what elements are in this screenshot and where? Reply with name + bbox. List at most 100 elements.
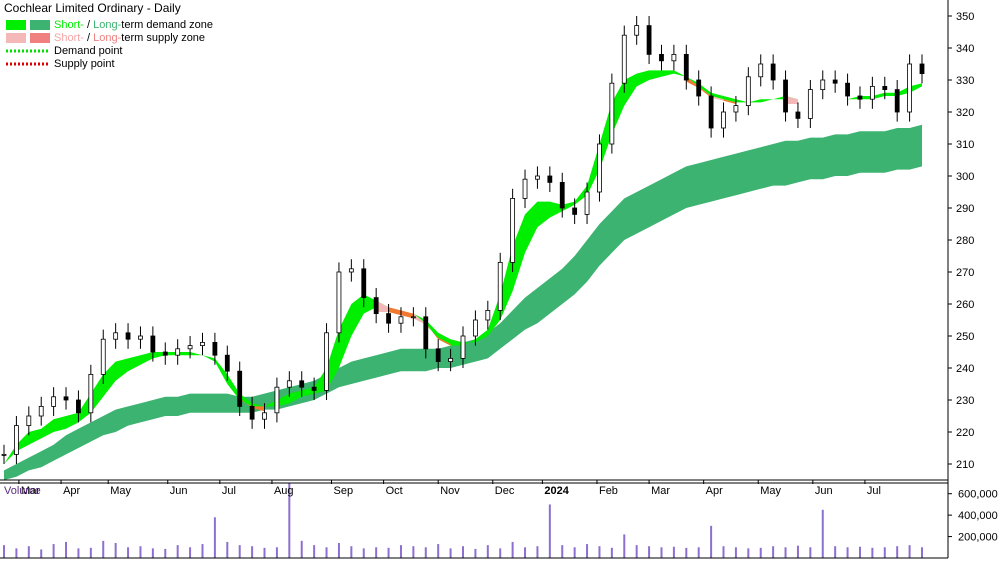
candle-body <box>262 412 267 420</box>
candle-body <box>200 341 205 346</box>
supply-zone-segment <box>400 310 414 319</box>
supply-zone-segment <box>388 307 401 316</box>
month-label: Apr <box>63 485 80 497</box>
legend-label: Demand point <box>54 45 123 57</box>
legend-label-part: Demand point <box>54 45 123 57</box>
candle-body <box>708 95 714 129</box>
candle-body <box>473 319 478 337</box>
candles-layer <box>1 16 925 464</box>
month-label: Feb <box>599 485 618 497</box>
volume-tick-label: 200,000 <box>958 532 998 544</box>
price-tick-label: 230 <box>956 395 974 407</box>
price-tick-label: 270 <box>956 267 974 279</box>
supply-zone-segment <box>252 406 265 412</box>
candle-body <box>845 82 850 97</box>
candle-body <box>621 34 627 84</box>
candle-body <box>38 405 44 417</box>
price-tick-label: 350 <box>956 11 974 23</box>
candle-body <box>894 89 900 113</box>
candle-body <box>733 105 739 113</box>
volume-layer <box>3 483 923 558</box>
candle-body <box>646 25 652 55</box>
candle-body <box>138 335 143 340</box>
month-label: May <box>110 485 131 497</box>
candle-body <box>907 63 912 113</box>
candle-body <box>671 54 677 62</box>
candle-body <box>460 335 466 359</box>
candle-body <box>274 386 280 414</box>
candle-body <box>882 86 888 91</box>
supply-zone-segment <box>698 86 712 98</box>
chart-title: Cochlear Limited Ordinary - Daily <box>4 1 181 15</box>
candle-body <box>162 351 168 356</box>
candle-body <box>286 380 292 388</box>
candle-body <box>249 405 255 420</box>
price-tick-label: 340 <box>956 43 974 55</box>
price-tick-label: 300 <box>956 171 974 183</box>
month-label: 2024 <box>544 485 569 497</box>
candle-body <box>584 191 590 215</box>
legend-swatch-short <box>6 20 26 30</box>
candle-body <box>398 316 404 324</box>
supply-zone-segment <box>723 99 736 104</box>
candle-body <box>919 63 925 75</box>
month-label: Mar <box>21 485 40 497</box>
legend-label-part: / <box>84 19 93 31</box>
candle-body <box>807 89 813 119</box>
candle-body <box>1 453 7 456</box>
candle-body <box>373 297 379 315</box>
legend-swatch-long <box>30 33 50 43</box>
candle-body <box>721 111 726 129</box>
supply-zone-segment <box>413 313 426 325</box>
legend-label-part: Long- <box>93 19 121 31</box>
zones-layer <box>4 70 922 481</box>
candle-body <box>770 63 776 81</box>
candle-body <box>187 345 193 350</box>
month-label: May <box>760 485 781 497</box>
candle-body <box>299 380 305 388</box>
supply-zone-segment <box>785 96 798 104</box>
candle-body <box>559 181 565 209</box>
candle-body <box>175 348 181 356</box>
supply-zone-segment <box>438 337 451 346</box>
legend-label-part: Short- <box>54 19 84 31</box>
candle-body <box>795 111 801 119</box>
candle-body <box>683 54 689 81</box>
candle-body <box>324 332 329 391</box>
candle-body <box>572 207 578 215</box>
candle-body <box>857 95 863 100</box>
price-tick-label: 250 <box>956 331 974 343</box>
candle-body <box>510 197 516 263</box>
candle-body <box>336 271 342 334</box>
candle-body <box>361 268 367 298</box>
legend-label-part: / <box>84 32 93 44</box>
month-label: Jul <box>222 485 236 497</box>
legend-label: Short- / Long-term demand zone <box>54 19 213 31</box>
month-label: Mar <box>651 485 670 497</box>
price-tick-label: 280 <box>956 235 974 247</box>
candle-body <box>485 309 491 321</box>
month-label: Oct <box>386 485 403 497</box>
supply-zone-segment <box>376 300 389 312</box>
candle-body <box>113 332 119 340</box>
month-label: Jul <box>867 485 881 497</box>
price-tick-label: 210 <box>956 459 974 471</box>
supply-zone-segment <box>425 323 439 340</box>
legend-swatch-short <box>6 33 26 43</box>
candle-body <box>410 316 416 319</box>
month-label: Aug <box>274 485 294 497</box>
candle-body <box>26 415 32 427</box>
candle-body <box>348 268 354 273</box>
volume-tick-label: 600,000 <box>958 489 998 501</box>
candle-body <box>497 261 503 311</box>
candle-body <box>448 357 453 362</box>
price-tick-label: 330 <box>956 75 974 87</box>
month-label: Jun <box>170 485 188 497</box>
price-tick-label: 260 <box>956 299 974 311</box>
legend-label-part: term supply zone <box>121 32 205 44</box>
candle-body <box>386 313 391 324</box>
candle-body <box>51 396 57 407</box>
candle-body <box>14 425 19 455</box>
candle-body <box>423 316 429 350</box>
legend-label: Short- / Long-term supply zone <box>54 32 205 44</box>
